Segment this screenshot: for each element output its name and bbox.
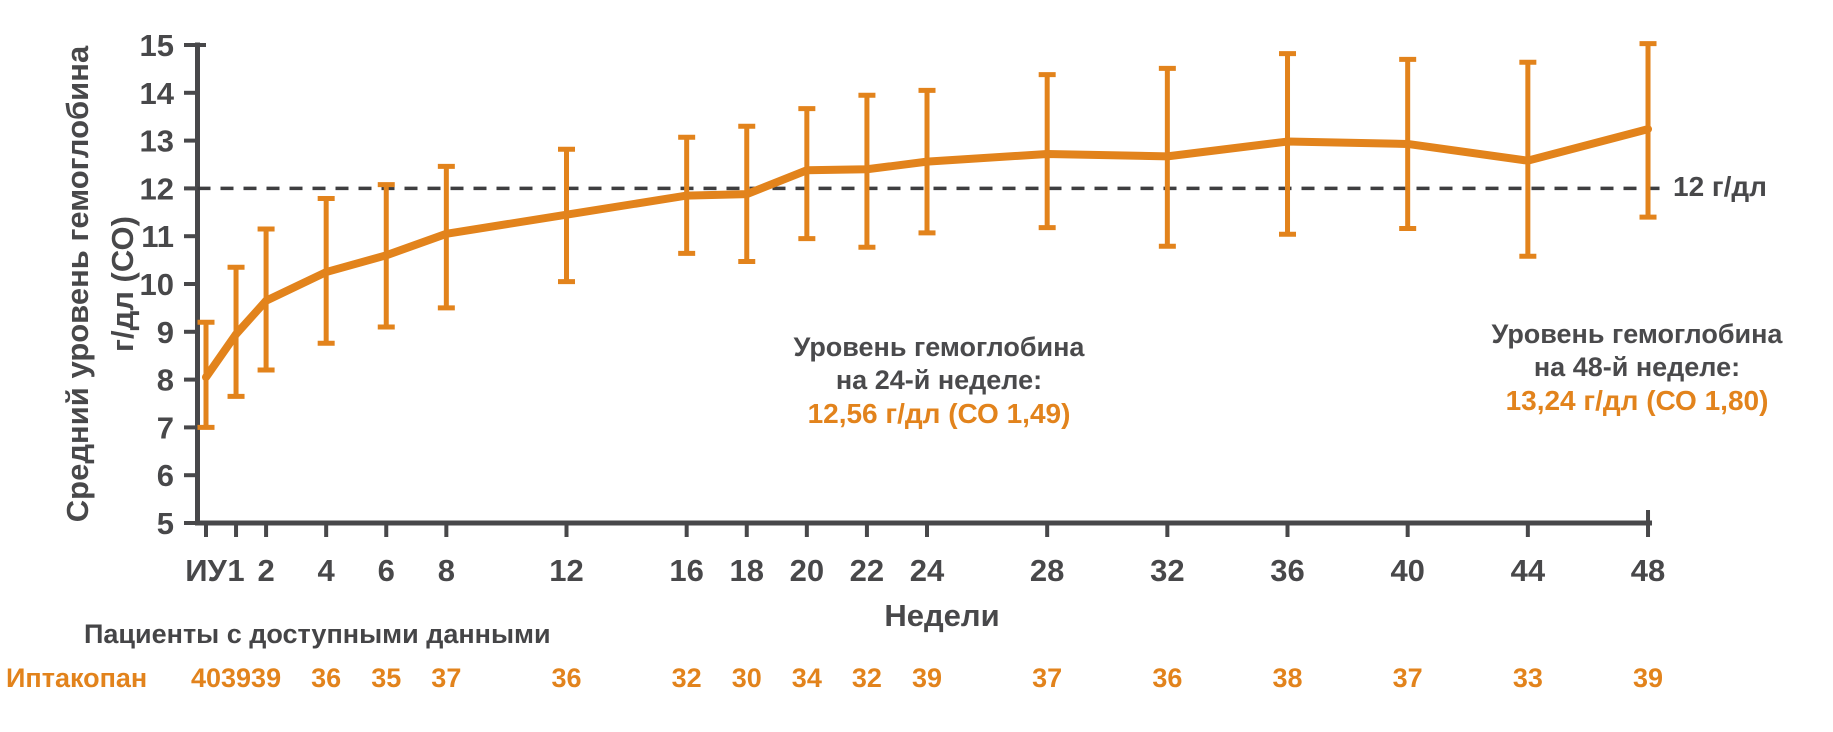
x-tick-label: 6	[378, 553, 395, 588]
patient-count-week-2: 39	[251, 663, 282, 693]
y-axis-title-line1: Средний уровень гемоглобина	[60, 45, 95, 523]
y-tick-label: 13	[140, 124, 174, 159]
week24-annotation-line1: Уровень гемоглобина	[793, 332, 1085, 362]
patients-available-header: Пациенты с доступными данными	[84, 619, 551, 649]
y-axis-title-line2: г/дл (СО)	[105, 216, 140, 352]
patient-count-week-28: 37	[1032, 663, 1063, 693]
week24-annotation-line2: на 24-й неделе:	[835, 365, 1043, 395]
week48-annotation-line1: Уровень гемоглобина	[1491, 319, 1783, 349]
x-tick-label: 44	[1511, 553, 1546, 588]
x-tick-label: 22	[850, 553, 884, 588]
x-tick-label: 28	[1030, 553, 1064, 588]
patient-count-week-6: 35	[371, 663, 402, 693]
week48-annotation-line2: на 48-й неделе:	[1533, 352, 1741, 382]
y-tick-label: 9	[157, 315, 174, 350]
week24-annotation-value: 12,56 г/дл (СО 1,49)	[807, 398, 1071, 429]
y-tick-label: 11	[141, 219, 174, 254]
x-axis-ticks: ИУ 1 2 4 6 8 12 16 18 20 22 24 28 32 36 40 44 48	[185, 510, 1665, 588]
patient-count-week-24: 39	[911, 663, 943, 693]
patient-count-week-1: 39	[221, 663, 252, 693]
x-tick-label: ИУ	[185, 553, 227, 588]
y-tick-label: 6	[157, 458, 174, 493]
x-tick-label: 18	[730, 553, 764, 588]
week48-annotation: Уровень гемоглобина на 48-й неделе: 13,2…	[1492, 318, 1783, 417]
patient-count-week-20: 34	[791, 663, 822, 693]
x-tick-label: 36	[1270, 553, 1304, 588]
y-axis-ticks: 15 14 13 12 11 10 9 8 7 6 5	[140, 28, 206, 541]
patient-count-week-18: 30	[731, 663, 762, 693]
x-tick-label: 24	[910, 553, 945, 588]
iptacopan-row-label: Иптакопан	[6, 663, 148, 693]
patient-count-week-44: 33	[1512, 663, 1543, 693]
patient-count-week-48: 39	[1632, 663, 1664, 693]
patient-count-week-22: 32	[851, 663, 882, 693]
x-tick-label: 48	[1631, 553, 1665, 588]
x-tick-label: 4	[318, 553, 336, 588]
patient-count-week-36: 38	[1272, 663, 1303, 693]
x-tick-label: 32	[1150, 553, 1184, 588]
x-axis-title: Недели	[884, 598, 1000, 633]
patient-count-week-32: 36	[1152, 663, 1183, 693]
x-tick-label: 20	[790, 553, 824, 588]
patient-count-week-16: 32	[671, 663, 702, 693]
patient-count-week-12: 36	[551, 663, 582, 693]
patient-count-week-ИУ: 40	[190, 663, 222, 693]
x-tick-label: 2	[257, 553, 274, 588]
patient-count-week-4: 36	[311, 663, 342, 693]
y-tick-label: 15	[140, 28, 174, 63]
reference-line-label: 12 г/дл	[1673, 171, 1767, 203]
x-tick-label: 1	[227, 553, 244, 588]
y-tick-label: 10	[140, 267, 174, 302]
week24-annotation: Уровень гемоглобина на 24-й неделе: 12,5…	[794, 331, 1085, 430]
y-tick-label: 7	[157, 410, 174, 445]
y-tick-label: 5	[157, 506, 174, 541]
y-tick-label: 12	[140, 171, 174, 206]
y-tick-label: 8	[157, 363, 174, 398]
x-tick-label: 12	[549, 553, 583, 588]
x-tick-label: 8	[438, 553, 455, 588]
x-tick-label: 40	[1390, 553, 1424, 588]
axes	[195, 42, 1653, 526]
week48-annotation-value: 13,24 г/дл (СО 1,80)	[1505, 385, 1769, 416]
patient-count-week-40: 37	[1392, 663, 1423, 693]
y-tick-label: 14	[140, 76, 175, 111]
x-tick-label: 16	[669, 553, 703, 588]
y-axis-title: Средний уровень гемоглобина г/дл (СО)	[55, 46, 145, 522]
patient-count-week-8: 37	[431, 663, 462, 693]
iptacopan-mean-line	[202, 125, 1653, 382]
